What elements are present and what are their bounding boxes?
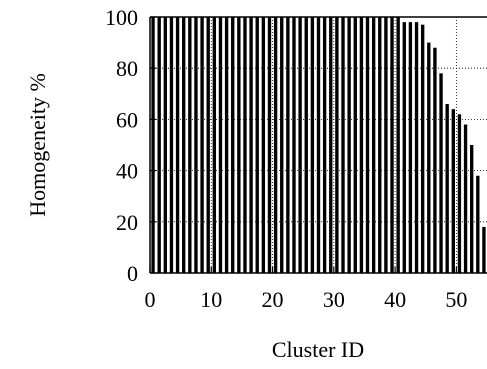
bar-cluster-48 bbox=[445, 104, 449, 273]
x-tick-label-40: 40 bbox=[384, 287, 406, 312]
bar-cluster-30 bbox=[335, 17, 339, 273]
bar-cluster-50 bbox=[457, 114, 462, 273]
bar-cluster-8 bbox=[200, 17, 204, 273]
x-tick-label-30: 30 bbox=[323, 287, 345, 312]
bar-cluster-47 bbox=[439, 73, 443, 273]
bar-cluster-13 bbox=[231, 17, 235, 273]
bar-cluster-29 bbox=[329, 17, 333, 273]
y-tick-label-20: 20 bbox=[116, 210, 138, 235]
bar-cluster-5 bbox=[182, 17, 186, 273]
bar-cluster-16 bbox=[249, 17, 253, 273]
bar-cluster-37 bbox=[378, 17, 382, 273]
bar-cluster-11 bbox=[218, 17, 223, 273]
y-tick-label-80: 80 bbox=[116, 56, 138, 81]
bar-cluster-54 bbox=[482, 226, 486, 273]
bar-cluster-15 bbox=[243, 17, 247, 273]
bar-cluster-21 bbox=[280, 17, 284, 273]
bar-cluster-34 bbox=[359, 17, 364, 273]
bar-cluster-9 bbox=[206, 17, 210, 273]
bar-cluster-42 bbox=[408, 22, 413, 274]
bar-cluster-33 bbox=[353, 17, 357, 273]
y-tick-labels: 0 20 40 60 80 100 bbox=[105, 5, 138, 286]
y-axis-label: Homogeneity % bbox=[25, 73, 50, 217]
bar-cluster-26 bbox=[310, 17, 315, 273]
bar-cluster-32 bbox=[347, 17, 351, 273]
x-tick-label-10: 10 bbox=[200, 287, 222, 312]
y-tick-label-60: 60 bbox=[116, 107, 138, 132]
bar-cluster-4 bbox=[175, 17, 180, 273]
bar-cluster-0 bbox=[151, 17, 155, 273]
y-tick-label-40: 40 bbox=[116, 159, 138, 184]
bar-cluster-49 bbox=[451, 109, 455, 273]
x-tick-labels: 0 10 20 30 40 50 bbox=[145, 287, 468, 312]
bar-cluster-45 bbox=[427, 42, 431, 273]
x-tick-label-0: 0 bbox=[145, 287, 156, 312]
bar-cluster-20 bbox=[273, 17, 278, 273]
y-tick-label-0: 0 bbox=[127, 261, 138, 286]
bar-cluster-2 bbox=[163, 17, 167, 273]
x-tick-label-20: 20 bbox=[262, 287, 284, 312]
bar-cluster-39 bbox=[390, 17, 394, 273]
bar-cluster-28 bbox=[322, 17, 327, 273]
bar-cluster-24 bbox=[298, 17, 302, 273]
bar-cluster-53 bbox=[476, 175, 480, 273]
bar-cluster-1 bbox=[157, 17, 161, 273]
x-axis-label: Cluster ID bbox=[272, 337, 364, 362]
bar-cluster-12 bbox=[224, 17, 229, 273]
bar-cluster-17 bbox=[255, 17, 259, 273]
bar-cluster-3 bbox=[169, 17, 174, 273]
bar-cluster-27 bbox=[316, 17, 321, 273]
bar-cluster-25 bbox=[304, 17, 308, 273]
bar-cluster-41 bbox=[402, 22, 406, 274]
bar-cluster-7 bbox=[194, 17, 198, 273]
bar-cluster-44 bbox=[420, 24, 425, 274]
bar-cluster-46 bbox=[433, 47, 437, 273]
bar-cluster-19 bbox=[267, 17, 272, 273]
axes bbox=[149, 16, 487, 274]
bar-cluster-6 bbox=[188, 17, 192, 273]
bar-cluster-35 bbox=[365, 17, 370, 273]
bar-cluster-23 bbox=[292, 17, 296, 273]
bar-cluster-38 bbox=[384, 17, 388, 273]
bar-cluster-14 bbox=[237, 17, 241, 273]
bar-cluster-22 bbox=[286, 17, 290, 273]
bar-cluster-36 bbox=[371, 17, 376, 273]
x-tick-label-50: 50 bbox=[445, 287, 467, 312]
bar-cluster-10 bbox=[212, 17, 217, 273]
bar-cluster-43 bbox=[414, 22, 419, 274]
bars bbox=[151, 17, 486, 274]
bar-cluster-18 bbox=[261, 17, 266, 273]
bar-cluster-51 bbox=[463, 124, 468, 274]
bar-cluster-52 bbox=[470, 145, 474, 273]
y-tick-label-100: 100 bbox=[105, 5, 138, 30]
bar-cluster-31 bbox=[341, 17, 345, 273]
bar-cluster-40 bbox=[396, 17, 400, 273]
